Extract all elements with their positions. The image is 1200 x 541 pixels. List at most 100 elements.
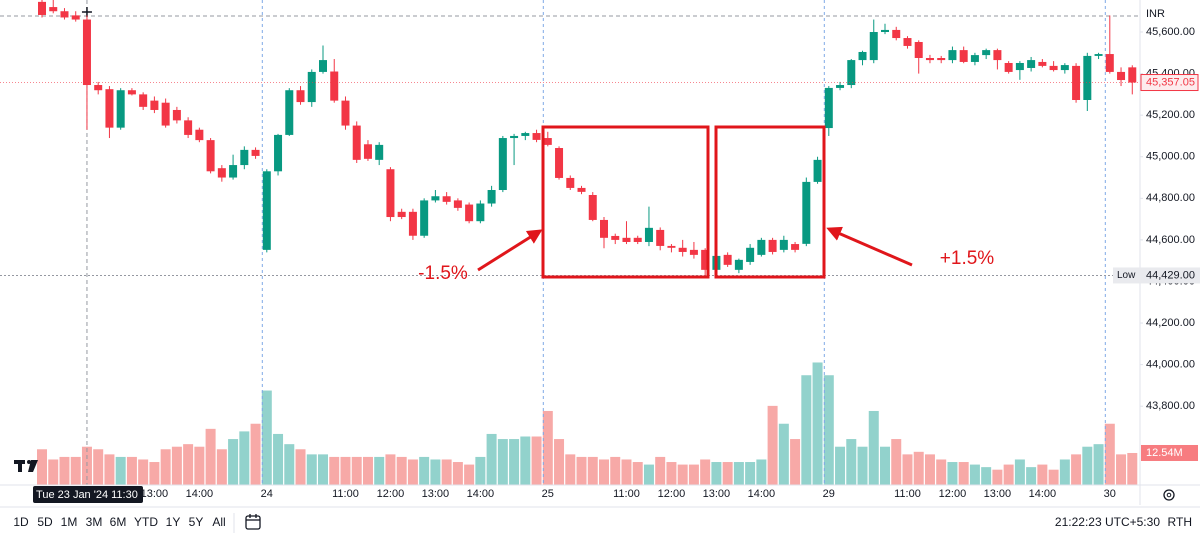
- candle-body: [105, 89, 114, 128]
- annotation: -1.5%: [418, 263, 468, 284]
- volume-bar: [655, 456, 666, 485]
- calendar-icon[interactable]: [245, 514, 261, 530]
- volume-bar: [1082, 446, 1093, 485]
- candle-body: [566, 177, 575, 188]
- candle-body: [161, 102, 170, 126]
- volume-bar: [126, 456, 137, 485]
- range-button[interactable]: 5D: [37, 515, 53, 529]
- candle-body: [555, 148, 564, 178]
- candle-body: [588, 194, 597, 220]
- volume-bar: [711, 462, 722, 485]
- range-button[interactable]: 1M: [61, 515, 78, 529]
- candle-body: [734, 259, 743, 270]
- candle-body: [858, 51, 867, 61]
- volume-bar: [239, 431, 250, 485]
- range-button[interactable]: 1Y: [166, 515, 181, 529]
- y-tick-label: 45,600.00: [1146, 26, 1195, 38]
- volume-bar: [790, 439, 801, 485]
- x-tick-label: 11:00: [613, 488, 640, 500]
- session-toggle[interactable]: RTH: [1168, 515, 1192, 529]
- volume-bar: [295, 449, 306, 485]
- volume-bar: [318, 454, 328, 485]
- candle-body: [397, 211, 406, 218]
- candle-body: [622, 237, 631, 242]
- volume-bar: [70, 456, 81, 485]
- volume-bar: [801, 375, 812, 485]
- candle-body: [881, 29, 889, 33]
- candle-body: [925, 58, 934, 61]
- settings-icon[interactable]: [1163, 489, 1175, 501]
- volume-bar: [1048, 469, 1059, 485]
- volume-bar: [677, 464, 688, 485]
- x-tick-label: 30: [1104, 488, 1116, 500]
- volume-bar: [587, 456, 598, 485]
- candle-body: [274, 134, 283, 172]
- volume-bar: [464, 464, 475, 485]
- x-tick-label: 11:00: [332, 488, 359, 500]
- volume-bar: [183, 444, 194, 485]
- candle-body: [993, 50, 1002, 61]
- volume-bar: [273, 433, 284, 485]
- range-button[interactable]: 6M: [110, 515, 127, 529]
- x-tick-label: 12:00: [377, 488, 405, 500]
- volume-bar: [407, 459, 418, 485]
- candle-body: [307, 71, 316, 103]
- volume-bar: [48, 459, 59, 485]
- candle-body: [116, 90, 125, 128]
- candle-body: [363, 144, 372, 159]
- x-tick-label: 13:00: [422, 488, 450, 500]
- volume-bar: [520, 436, 531, 485]
- candle-body: [217, 168, 226, 178]
- candle-body: [172, 109, 181, 121]
- volume-bar: [396, 456, 407, 485]
- volume-bar: [1026, 467, 1037, 485]
- volume-bar: [947, 462, 958, 485]
- candle-body: [1004, 62, 1013, 72]
- candle-body: [1128, 67, 1137, 83]
- clock[interactable]: 21:22:23 UTC+5:30: [1055, 515, 1160, 529]
- range-button[interactable]: YTD: [134, 515, 158, 529]
- highlight-box: [541, 125, 710, 279]
- volume-bar: [205, 428, 216, 485]
- candle-body: [779, 239, 788, 250]
- volume-bar: [149, 462, 160, 485]
- range-button[interactable]: 1D: [13, 515, 29, 529]
- candle-body: [656, 229, 665, 246]
- candle-body: [903, 38, 912, 46]
- candle-body: [1117, 71, 1126, 81]
- volume-bar: [700, 459, 711, 485]
- x-tick-label: 14:00: [467, 488, 495, 500]
- volume-bar: [250, 423, 261, 485]
- volume-bar: [823, 375, 834, 485]
- range-button[interactable]: 3M: [86, 515, 103, 529]
- volume-bar: [565, 454, 576, 485]
- candle-body: [970, 55, 979, 62]
- range-button[interactable]: 5Y: [189, 515, 204, 529]
- candle-body: [127, 90, 136, 95]
- volume-bar: [385, 454, 396, 485]
- low-label-bg: [1113, 267, 1200, 284]
- volume-bar: [351, 456, 362, 485]
- volume-bar: [160, 449, 171, 485]
- candle-body: [1072, 65, 1081, 100]
- volume-bar: [138, 459, 149, 485]
- candle-body: [510, 135, 519, 139]
- y-tick-label: 45,000.00: [1146, 151, 1195, 163]
- volume-bar: [846, 439, 857, 485]
- annotation-layer: -1.5% +1.5%: [418, 125, 994, 284]
- candle-body: [791, 244, 800, 250]
- volume-bar: [362, 456, 373, 485]
- candle-body: [937, 58, 946, 61]
- range-button[interactable]: All: [212, 515, 225, 529]
- candle-body: [375, 144, 384, 160]
- volume-bar: [643, 464, 654, 485]
- volume-bar: [1037, 464, 1048, 485]
- x-tick-label: 12:00: [658, 488, 686, 500]
- volume-bar: [756, 459, 767, 485]
- volume-bar: [171, 446, 182, 485]
- candle-body: [701, 249, 710, 270]
- cursor: [81, 7, 92, 17]
- volume-bar: [868, 410, 879, 485]
- candle-body: [150, 100, 159, 110]
